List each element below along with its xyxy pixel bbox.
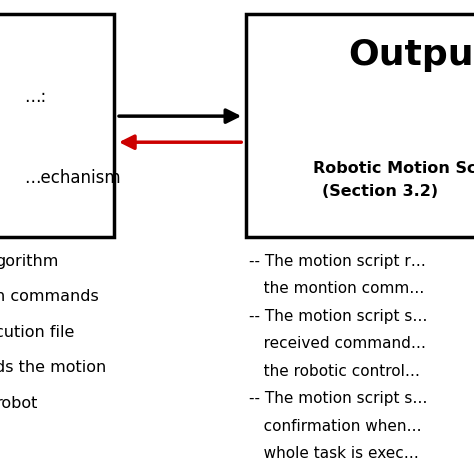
Text: …:: …:: [24, 88, 46, 106]
Text: cution file: cution file: [0, 325, 74, 340]
Text: Output: Output: [348, 37, 474, 72]
Text: robot: robot: [0, 396, 37, 411]
Text: gorithm: gorithm: [0, 254, 59, 269]
Text: whole task is exec…: whole task is exec…: [249, 446, 419, 461]
Text: ds the motion: ds the motion: [0, 360, 107, 375]
Bar: [0, 14, 114, 237]
Text: confirmation when…: confirmation when…: [249, 419, 421, 434]
Text: received command…: received command…: [249, 336, 426, 351]
Text: (Section 3.2): (Section 3.2): [322, 184, 438, 200]
Text: Robotic Motion Sc…: Robotic Motion Sc…: [313, 161, 474, 176]
Text: -- The motion script s…: -- The motion script s…: [249, 309, 428, 324]
Text: n commands: n commands: [0, 289, 99, 304]
Text: the montion comm…: the montion comm…: [249, 281, 424, 296]
Text: -- The motion script s…: -- The motion script s…: [249, 391, 428, 406]
Bar: [246, 14, 474, 237]
Text: …echanism: …echanism: [24, 169, 120, 187]
Text: the robotic control…: the robotic control…: [249, 364, 420, 379]
Text: -- The motion script r…: -- The motion script r…: [249, 254, 426, 269]
